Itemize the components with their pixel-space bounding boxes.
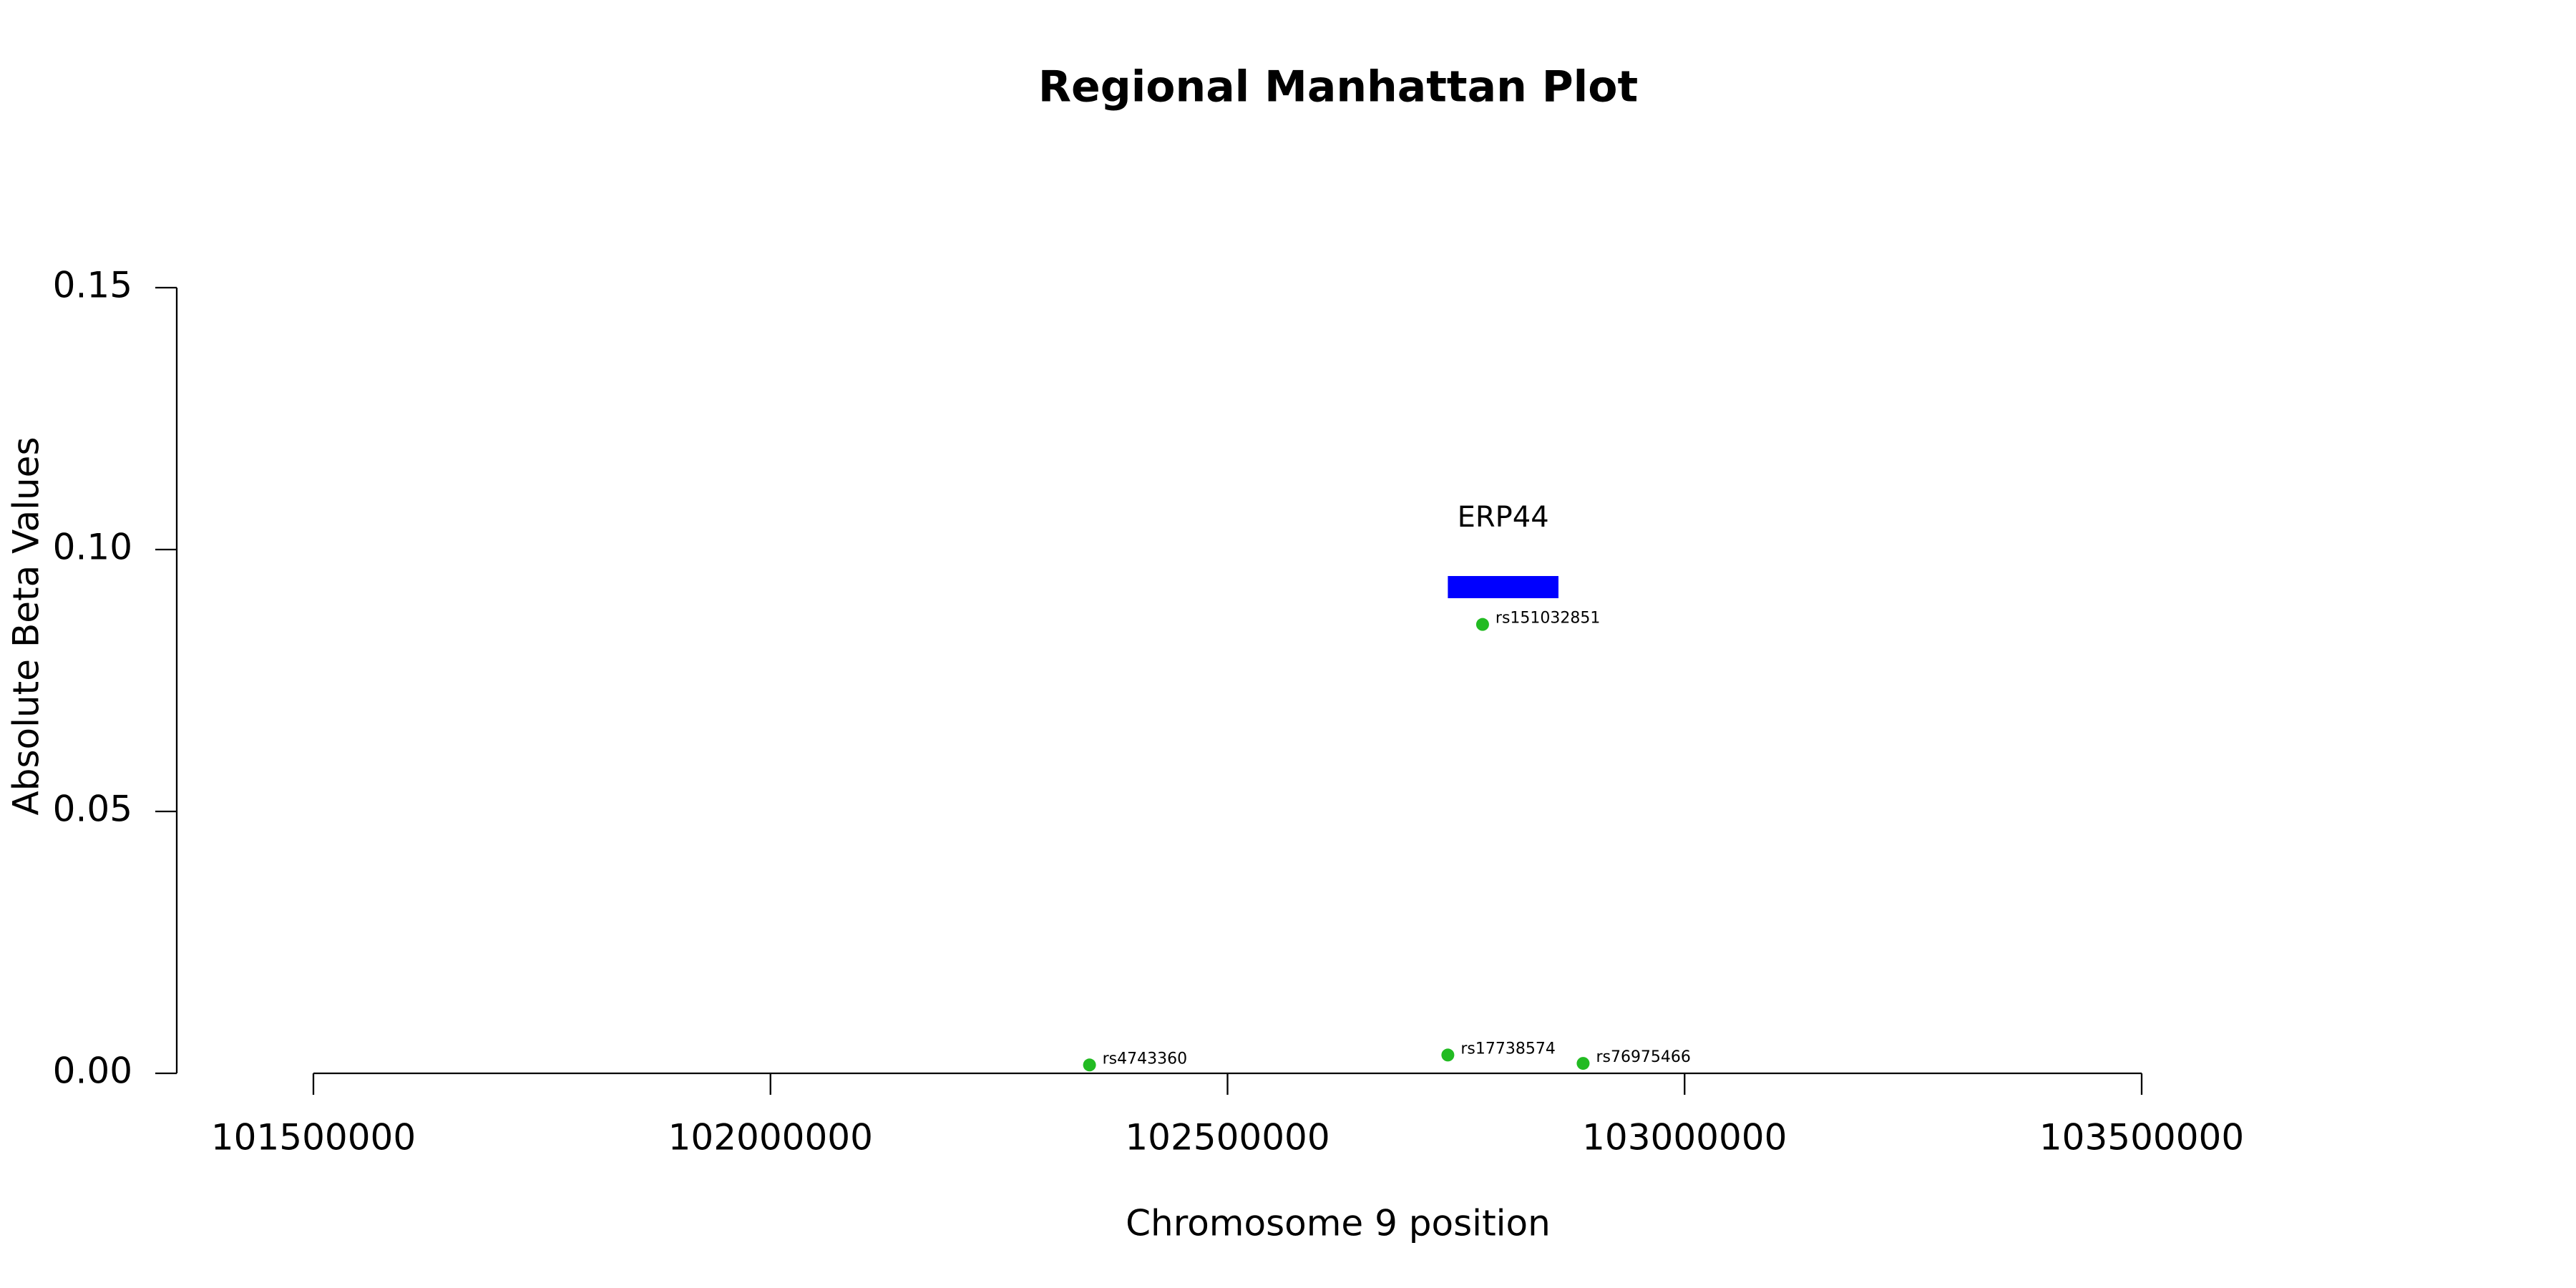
point-label: rs4743360 [1103,1050,1188,1068]
point-label: rs76975466 [1596,1048,1690,1066]
x-tick-label: 102000000 [668,1117,873,1158]
chart-title: Regional Manhattan Plot [1038,62,1638,112]
point [1083,1058,1096,1072]
point-label: rs17738574 [1460,1040,1555,1058]
point [1576,1057,1590,1070]
gene-label: ERP44 [1458,501,1549,534]
x-tick-label: 103000000 [1582,1117,1787,1158]
gene-bar [1448,576,1558,598]
y-axis-label: Absolute Beta Values [6,437,47,816]
point [1475,618,1489,631]
y-tick-label: 0.05 [53,789,132,830]
x-tick-label: 103500000 [2039,1117,2244,1158]
x-tick-label: 101500000 [211,1117,416,1158]
point-label: rs151032851 [1496,610,1600,628]
y-tick-label: 0.00 [53,1050,132,1092]
y-tick-label: 0.10 [53,527,132,568]
point [1441,1048,1455,1062]
x-axis-label: Chromosome 9 position [1126,1203,1551,1244]
x-tick-label: 102500000 [1125,1117,1330,1158]
y-tick-label: 0.15 [53,265,132,306]
